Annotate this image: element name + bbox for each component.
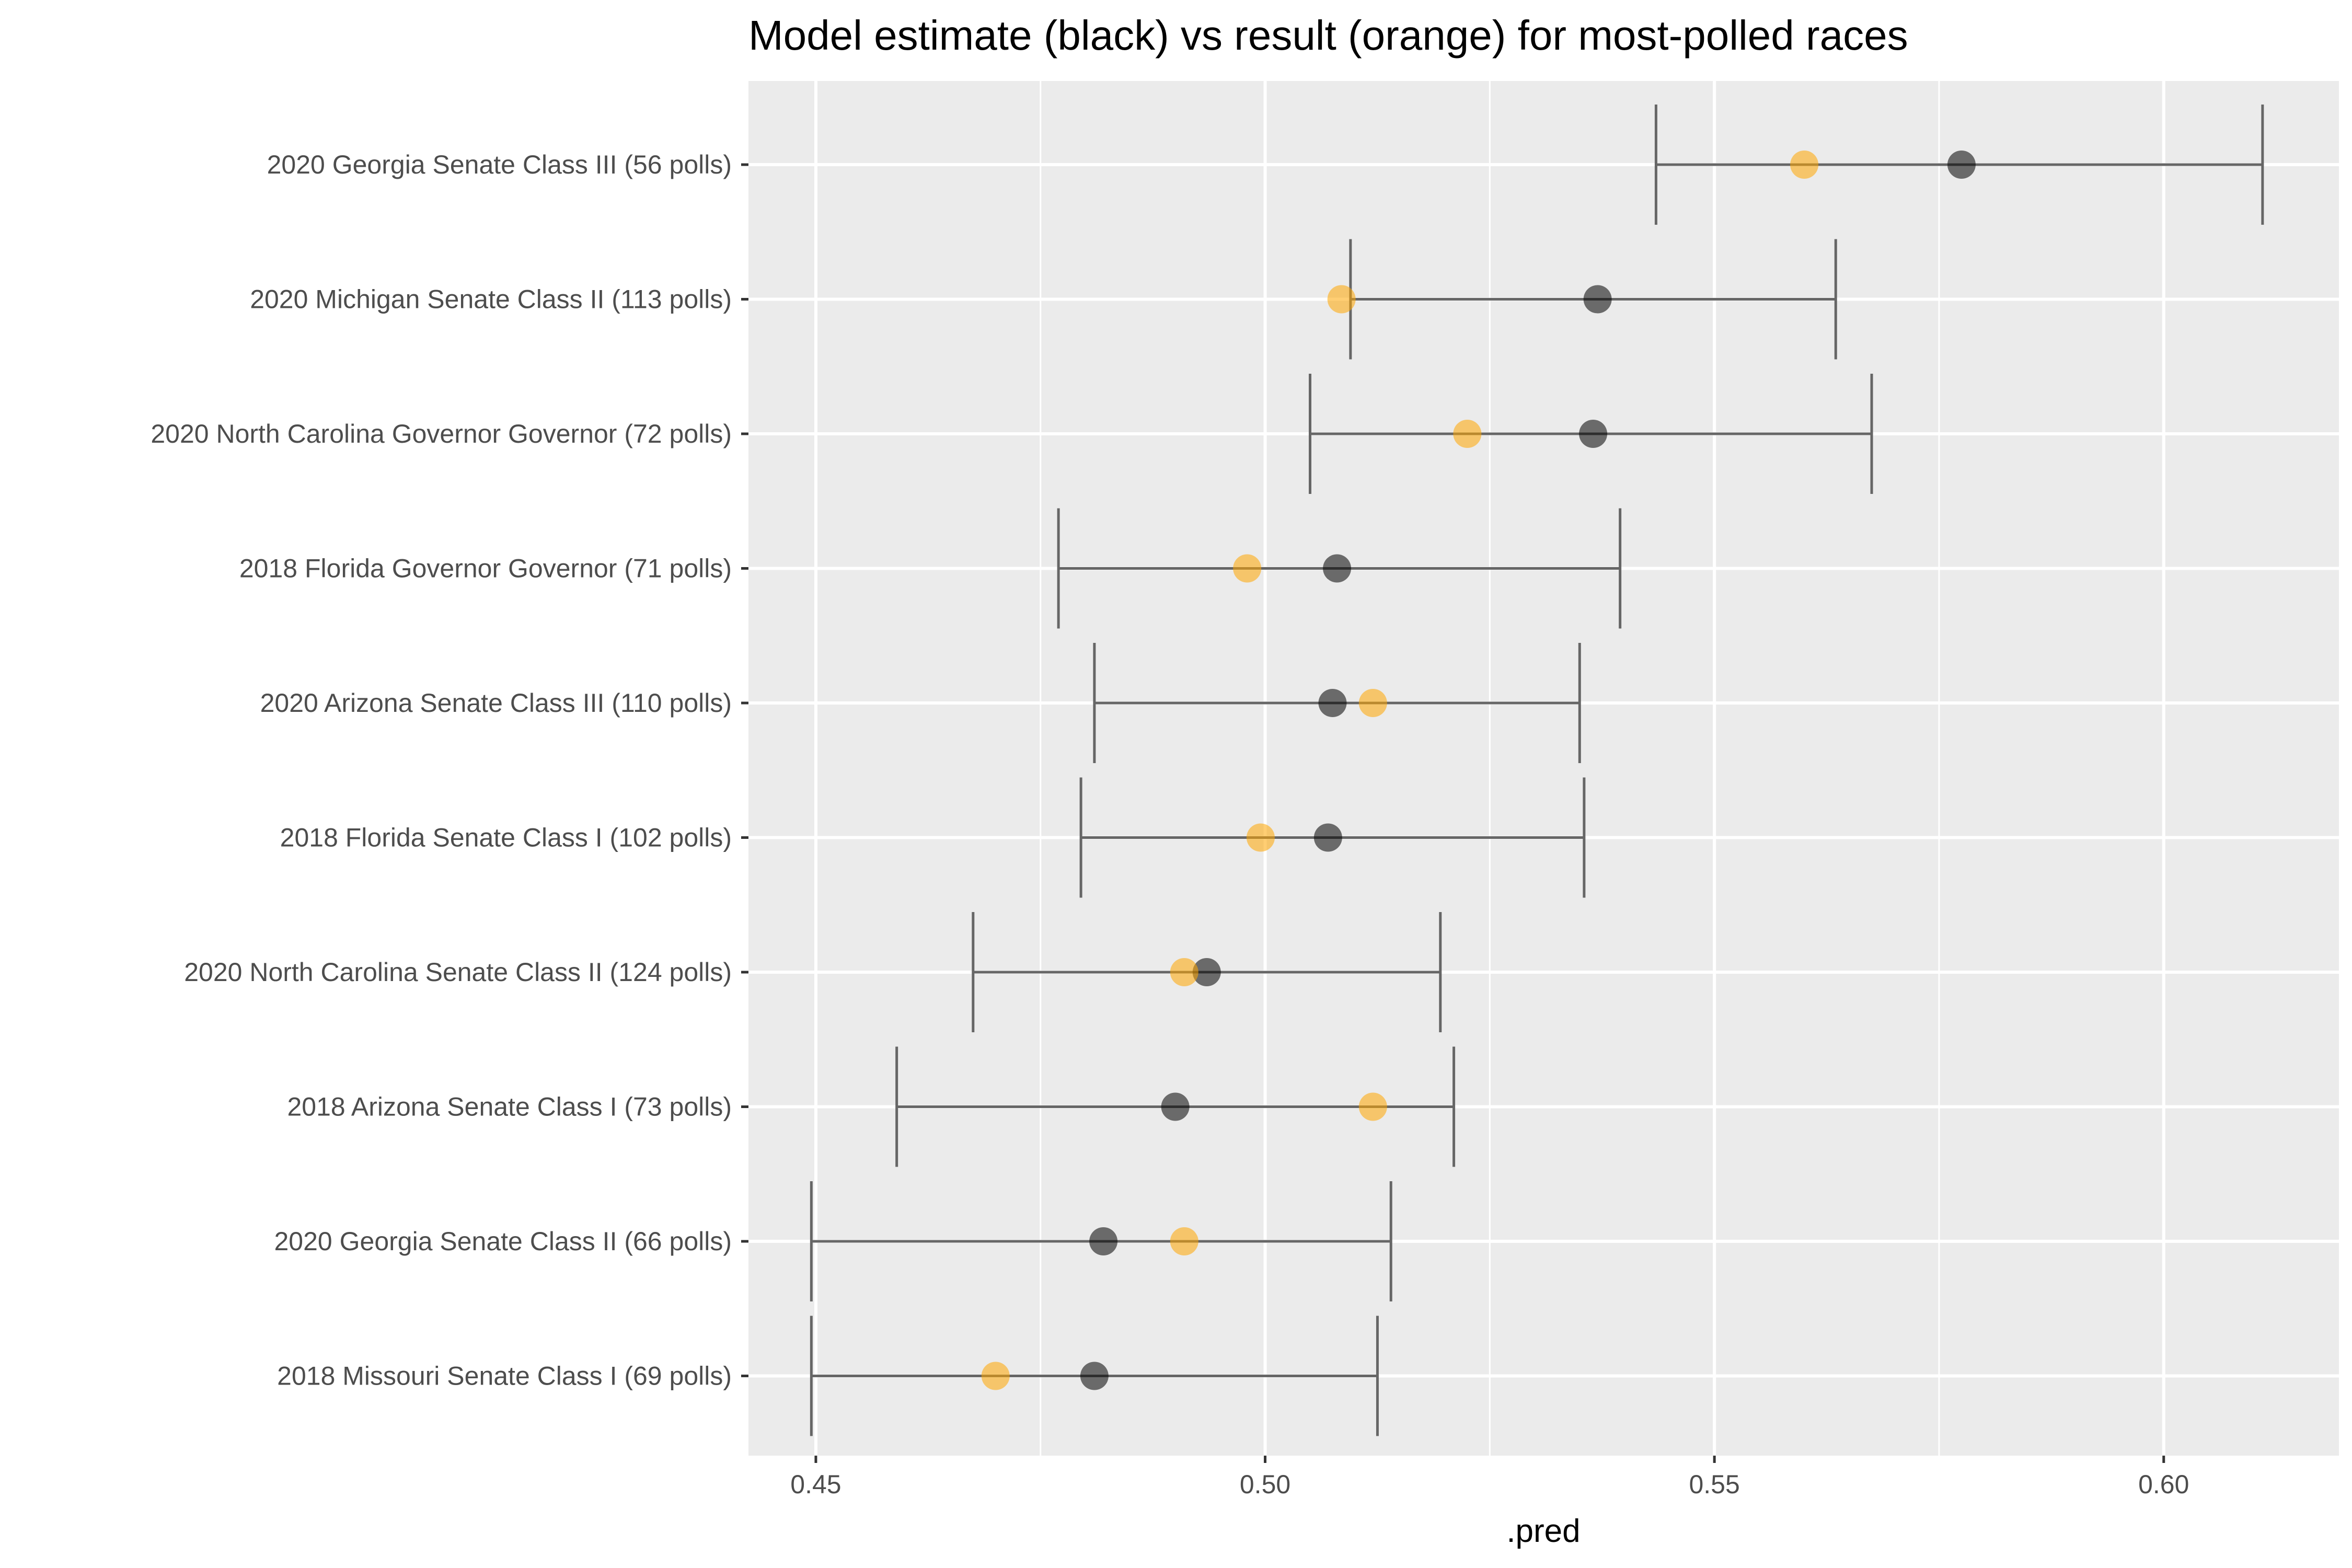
x-tick-label: 0.60	[2138, 1470, 2189, 1499]
estimate-point	[1089, 1227, 1118, 1255]
estimate-point	[1192, 958, 1221, 986]
result-point	[1246, 823, 1275, 852]
y-tick-label: 2018 Arizona Senate Class I (73 polls)	[287, 1092, 732, 1122]
estimate-point	[1318, 689, 1347, 717]
y-tick-label: 2018 Missouri Senate Class I (69 polls)	[277, 1362, 732, 1391]
y-axis: 2020 Georgia Senate Class III (56 polls)…	[151, 150, 748, 1391]
y-tick-label: 2018 Florida Governor Governor (71 polls…	[239, 554, 732, 583]
minor-gridlines	[1040, 81, 1940, 1456]
result-point	[981, 1362, 1010, 1390]
result-point	[1233, 554, 1262, 583]
estimate-point	[1579, 420, 1608, 448]
plot-panel	[748, 81, 2339, 1456]
data-points	[981, 151, 1976, 1390]
estimate-point	[1313, 823, 1342, 852]
y-tick-label: 2020 Georgia Senate Class III (56 polls)	[267, 150, 732, 179]
result-point	[1358, 689, 1387, 717]
x-tick-label: 0.45	[790, 1470, 841, 1499]
result-point	[1358, 1092, 1387, 1121]
x-axis: 0.45 0.50 0.55 0.60	[790, 1456, 2189, 1499]
y-tick-label: 2020 North Carolina Governor Governor (7…	[151, 419, 732, 448]
y-tick-label: 2020 Georgia Senate Class II (66 polls)	[274, 1227, 732, 1256]
y-tick-label: 2018 Florida Senate Class I (102 polls)	[280, 823, 732, 852]
estimate-point	[1080, 1362, 1109, 1390]
estimate-point	[1323, 554, 1352, 583]
estimate-point	[1947, 151, 1976, 179]
result-point	[1327, 285, 1356, 314]
result-point	[1170, 958, 1198, 986]
y-tick-label: 2020 North Carolina Senate Class II (124…	[184, 958, 732, 987]
result-point	[1170, 1227, 1198, 1255]
y-tick-label: 2020 Arizona Senate Class III (110 polls…	[260, 688, 732, 718]
estimate-point	[1161, 1092, 1190, 1121]
x-tick-label: 0.50	[1240, 1470, 1290, 1499]
x-axis-label: .pred	[1506, 1513, 1580, 1549]
y-tick-label: 2020 Michigan Senate Class II (113 polls…	[250, 285, 732, 314]
result-point	[1790, 151, 1819, 179]
x-tick-label: 0.55	[1689, 1470, 1739, 1499]
estimate-point	[1583, 285, 1612, 314]
chart-title: Model estimate (black) vs result (orange…	[748, 12, 1908, 59]
result-point	[1453, 420, 1482, 448]
